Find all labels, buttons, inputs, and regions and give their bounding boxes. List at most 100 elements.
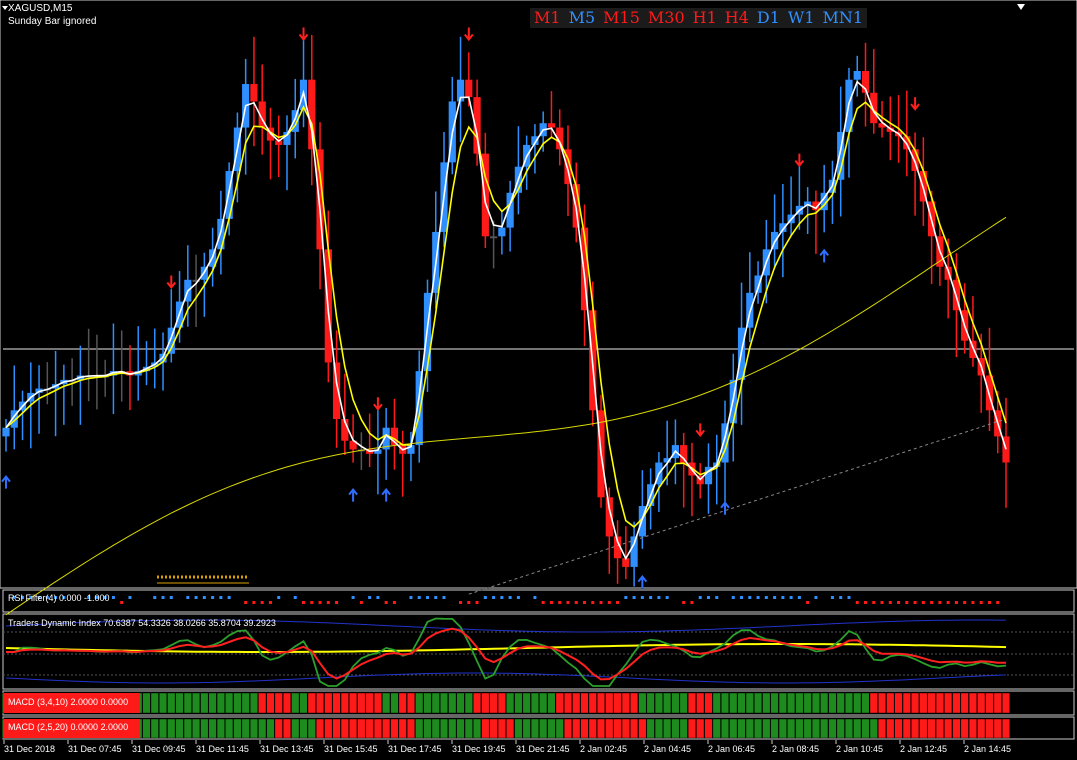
time-label: 2 Jan 06:45 xyxy=(708,744,755,754)
rsi-dot xyxy=(913,601,917,604)
macd1-bar xyxy=(580,692,589,714)
timeframe-m30[interactable]: M30 xyxy=(647,8,685,27)
rsi-dot xyxy=(302,601,306,604)
rsi-dot xyxy=(21,596,25,599)
timeframe-mn1[interactable]: MN1 xyxy=(822,8,864,27)
macd2-bar xyxy=(811,718,820,739)
candle-body xyxy=(506,192,514,228)
macd2-bar xyxy=(183,718,192,739)
rsi-dot xyxy=(599,601,603,604)
ma-slow-line xyxy=(5,216,1007,616)
candle-body xyxy=(556,127,564,150)
corner-arrow-icon[interactable] xyxy=(1017,4,1025,10)
tdi-panel[interactable] xyxy=(3,617,1074,687)
rsi-dot xyxy=(591,601,595,604)
macd1-bar xyxy=(423,692,432,714)
candle-body xyxy=(481,153,489,237)
rsi-dot xyxy=(921,601,925,604)
time-label: 31 Dec 17:45 xyxy=(388,744,442,754)
macd2-bar xyxy=(332,718,341,739)
macd2-bar xyxy=(555,718,564,739)
macd2-bar xyxy=(671,718,680,739)
macd2-bar xyxy=(630,718,639,739)
macd2-bar xyxy=(638,718,647,739)
rsi-dot xyxy=(963,601,967,604)
time-axis: 31 Dec 2018 31 Dec 07:45 31 Dec 09:45 31 De… xyxy=(3,740,1011,754)
macd2-bar xyxy=(431,718,440,739)
macd1-bar xyxy=(811,692,820,714)
rsi-dot xyxy=(971,601,975,604)
macd2-bar xyxy=(497,718,506,739)
rsi-dot xyxy=(979,601,983,604)
macd2-bar xyxy=(291,718,300,739)
buy-arrow-icon xyxy=(637,575,648,589)
candle-body xyxy=(878,123,886,128)
rsi-dot xyxy=(764,596,768,599)
macd1-bar xyxy=(960,692,969,714)
macd1-bar xyxy=(704,692,713,714)
tdi-label: Traders Dynamic Index 70.6387 54.3326 38… xyxy=(8,618,276,628)
candle-body xyxy=(291,110,299,132)
macd2-bar xyxy=(192,718,201,739)
macd2-bar xyxy=(613,718,622,739)
timeframe-m5[interactable]: M5 xyxy=(568,8,596,27)
macd1-bar xyxy=(754,692,763,714)
macd2-bar xyxy=(621,718,630,739)
candle-body xyxy=(580,227,589,311)
sell-arrow-icon xyxy=(910,97,920,111)
macd2-bar xyxy=(902,718,911,739)
macd2-bar xyxy=(373,718,382,739)
rsi-dot xyxy=(930,601,934,604)
macd1-bar xyxy=(324,692,333,714)
timeframe-h4[interactable]: H4 xyxy=(724,8,749,27)
timeframe-w1[interactable]: W1 xyxy=(787,8,815,27)
chart-menu-icon[interactable] xyxy=(2,6,8,10)
macd2-bar xyxy=(696,718,705,739)
rsi-dot xyxy=(549,601,553,604)
rsi-dot xyxy=(252,601,256,604)
macd2-bar xyxy=(175,718,184,739)
rsi-filter-panel[interactable] xyxy=(12,596,1000,604)
macd-panels[interactable] xyxy=(2,692,1011,739)
rsi-dot xyxy=(492,596,496,599)
macd1-bar xyxy=(869,692,878,714)
macd2-bar xyxy=(687,718,696,739)
macd2-bar xyxy=(530,718,539,739)
macd1-bar xyxy=(663,692,672,714)
macd2-bar xyxy=(274,718,283,739)
candle-body xyxy=(390,427,399,446)
macd1-bar xyxy=(349,692,358,714)
timeframe-m15[interactable]: M15 xyxy=(603,8,640,27)
panel-frames xyxy=(0,0,1077,740)
timeframe-m1[interactable]: M1 xyxy=(534,8,561,27)
ma-dotted-line xyxy=(468,418,1007,595)
rsi-dot xyxy=(29,596,33,599)
rsi-dot xyxy=(95,596,99,599)
macd1-bar xyxy=(555,692,564,714)
macd2-bar xyxy=(878,718,887,739)
timeframe-h1[interactable]: H1 xyxy=(692,8,717,27)
timeframe-d1[interactable]: D1 xyxy=(756,8,780,27)
time-label: 31 Dec 11:45 xyxy=(196,744,249,754)
macd2-bar xyxy=(712,718,721,739)
price-panel[interactable] xyxy=(1,27,1074,616)
macd2-bar xyxy=(935,718,944,739)
macd1-bar xyxy=(820,692,829,714)
main-frame xyxy=(0,0,1077,589)
macd1-bar xyxy=(530,692,539,714)
rsi-dot xyxy=(806,601,810,604)
sunday-note: Sunday Bar ignored xyxy=(8,16,97,27)
macd2-bar xyxy=(597,718,606,739)
candle-body xyxy=(465,79,473,98)
rsi-dot xyxy=(864,601,868,604)
tdi-frame xyxy=(2,613,1075,690)
candle-body xyxy=(861,71,870,93)
macd2-bar xyxy=(506,718,515,739)
candle-body xyxy=(490,236,498,239)
macd1-bar xyxy=(638,692,647,714)
rsi-dot xyxy=(814,596,818,599)
macd1-bar xyxy=(365,692,374,714)
macd2-bar xyxy=(968,718,977,739)
macd1-bar xyxy=(886,692,895,714)
